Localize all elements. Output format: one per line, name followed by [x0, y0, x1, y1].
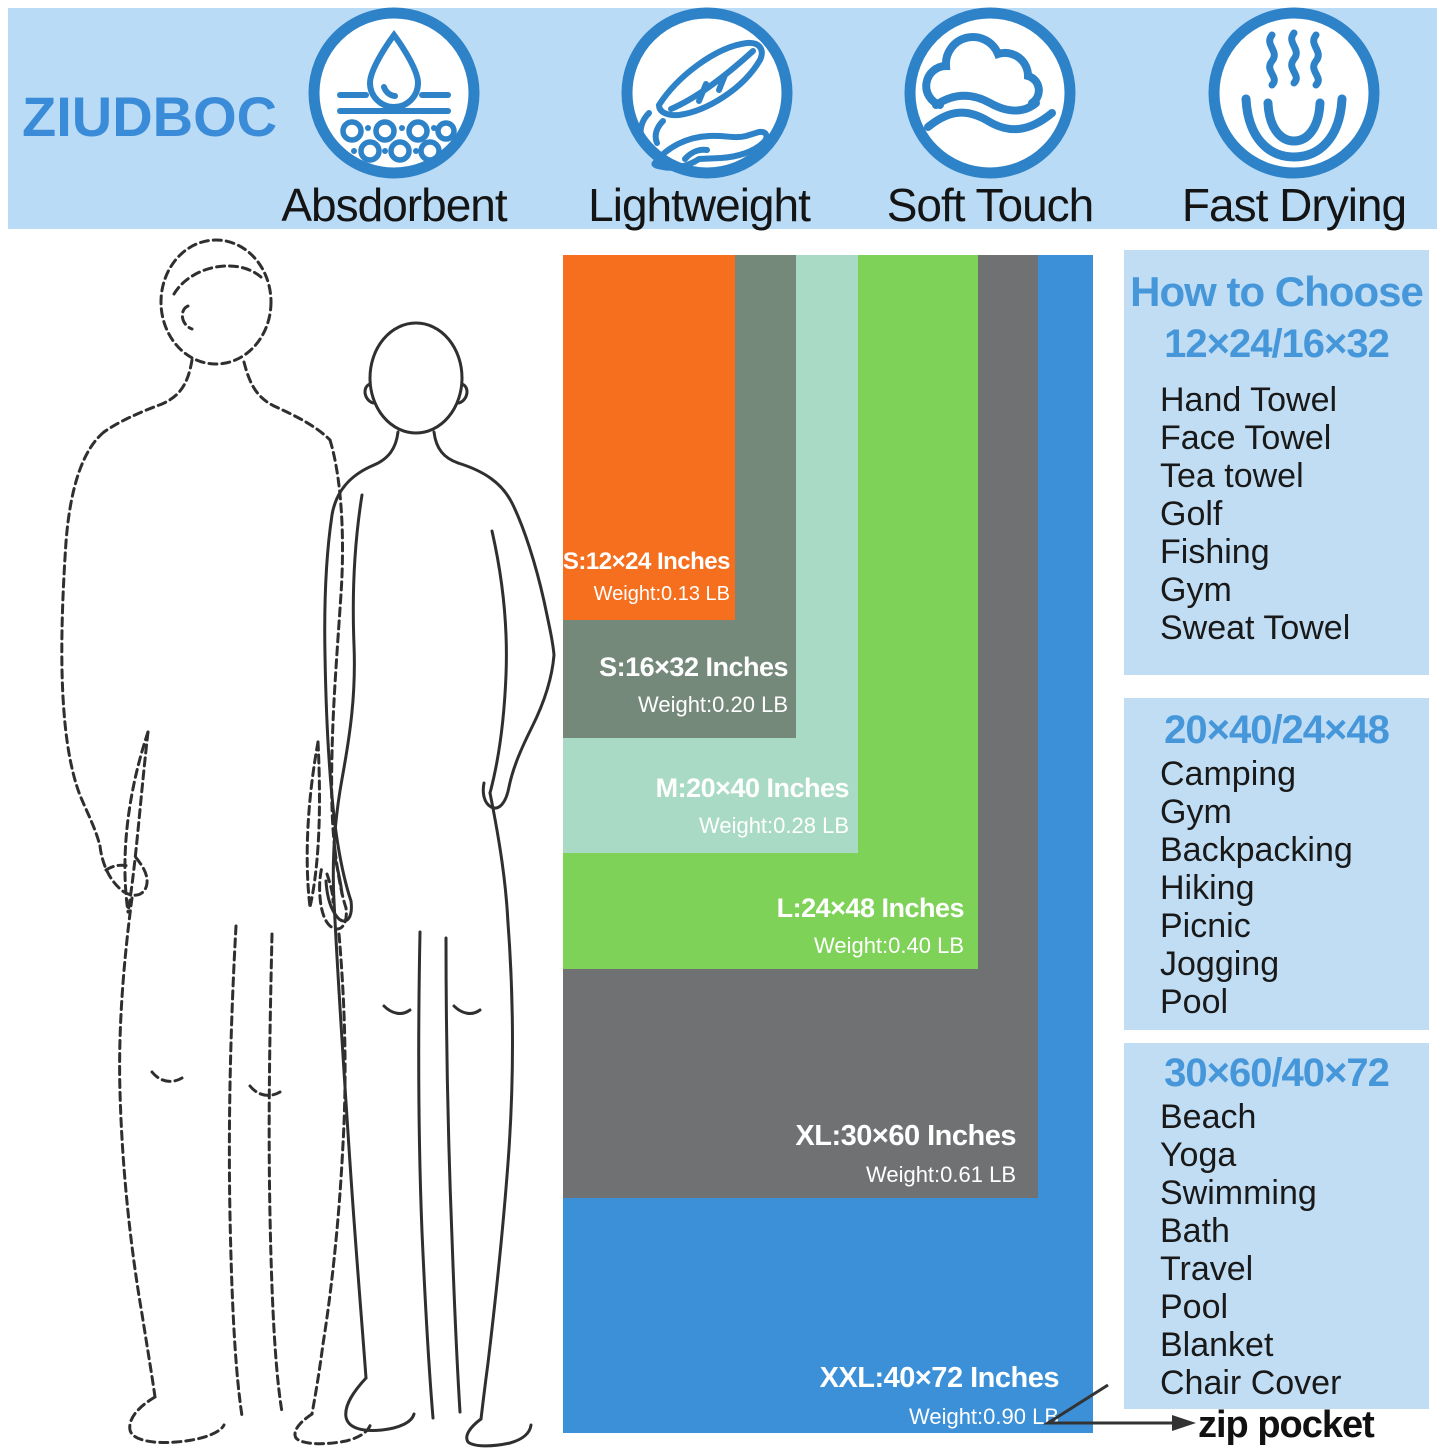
size-name: M:20×40 Inches [655, 773, 850, 803]
size-label: XL:30×60 Inches Weight:0.61 LB [795, 1120, 1016, 1188]
guide-item: Face Towel [1160, 419, 1332, 457]
guide-item: Swimming [1160, 1174, 1317, 1212]
guide-item: Fishing [1160, 533, 1270, 571]
zip-pocket-label: zip pocket [1198, 1404, 1375, 1446]
guide-item: Gym [1160, 793, 1232, 831]
guide-item: Camping [1160, 755, 1297, 793]
guide-heading: 12×24/16×32 [1164, 322, 1390, 366]
size-reference-figures [60, 238, 556, 1448]
guide-item: Pool [1160, 983, 1229, 1021]
brand-logo: ZIUDBOC [22, 85, 278, 148]
feature-label-lightweight: Lightweight [588, 179, 811, 231]
guide-item: Jogging [1160, 945, 1280, 983]
guide-heading: 20×40/24×48 [1164, 708, 1390, 752]
guide-item: Beach [1160, 1098, 1257, 1136]
guide-item: Backpacking [1160, 831, 1353, 869]
guide-title: How to Choose [1130, 268, 1424, 315]
guide-item: Picnic [1160, 907, 1251, 945]
size-label: XS:12×24 Inches Weight:0.13 LB [547, 548, 730, 606]
feature-label-soft-touch: Soft Touch [886, 179, 1095, 231]
cloud-wave-icon [904, 7, 1076, 179]
feature-label-absorbent: Absdorbent [281, 179, 507, 231]
guide-item: Yoga [1160, 1136, 1237, 1174]
guide-item-list: Camping Gym Backpacking Hiking Picnic Jo… [1160, 755, 1429, 1021]
size-label: M:20×40 Inches Weight:0.28 LB [655, 773, 850, 839]
guide-item: Sweat Towel [1160, 609, 1351, 647]
guide-item: Blanket [1160, 1326, 1274, 1364]
size-weight: Weight:0.61 LB [865, 1162, 1016, 1187]
guide-panel-large-sizes: 30×60/40×72 Beach Yoga Swimming Bath Tra… [1124, 1043, 1429, 1409]
guide-item: Pool [1160, 1288, 1229, 1326]
size-name: S:16×32 Inches [599, 652, 788, 682]
woman-figure-illustration [323, 321, 556, 1448]
size-name: XL:30×60 Inches [795, 1120, 1016, 1152]
size-weight: Weight:0.20 LB [637, 692, 788, 717]
size-name: L:24×48 Inches [776, 893, 965, 923]
feature-label-fast-drying: Fast Drying [1181, 179, 1407, 231]
guide-heading: 30×60/40×72 [1164, 1051, 1390, 1095]
guide-item: Travel [1160, 1250, 1254, 1288]
man-figure-illustration [60, 238, 373, 1446]
size-weight: Weight:0.28 LB [698, 813, 849, 838]
feather-hand-icon [621, 7, 793, 179]
guide-panel-small-sizes: How to Choose 12×24/16×32 Hand Towel Fac… [1124, 250, 1429, 675]
guide-item-list: Hand Towel Face Towel Tea towel Golf Fis… [1160, 381, 1429, 647]
towel-size-rect-xs: XS:12×24 Inches Weight:0.13 LB [547, 255, 735, 620]
water-drop-absorb-icon [308, 7, 480, 179]
guide-item: Tea towel [1160, 457, 1304, 495]
guide-item: Bath [1160, 1212, 1230, 1250]
size-weight: Weight:0.40 LB [813, 933, 964, 958]
size-name: XXL:40×72 Inches [819, 1362, 1060, 1394]
size-label: L:24×48 Inches Weight:0.40 LB [776, 893, 965, 959]
guide-item: Golf [1160, 495, 1223, 533]
size-weight: Weight:0.13 LB [593, 583, 730, 605]
guide-item: Gym [1160, 571, 1232, 609]
guide-item: Hand Towel [1160, 381, 1338, 419]
size-label: S:16×32 Inches Weight:0.20 LB [599, 652, 788, 718]
guide-item-list: Beach Yoga Swimming Bath Travel Pool Bla… [1160, 1098, 1429, 1402]
size-label: XXL:40×72 Inches Weight:0.90 LB [819, 1362, 1060, 1430]
zip-pocket-arrow-icon [1042, 1383, 1196, 1431]
steam-drying-icon [1208, 7, 1380, 179]
guide-item: Chair Cover [1160, 1364, 1342, 1402]
guide-panel-medium-sizes: 20×40/24×48 Camping Gym Backpacking Hiki… [1124, 698, 1429, 1030]
guide-item: Hiking [1160, 869, 1255, 907]
size-name: XS:12×24 Inches [547, 548, 730, 575]
size-weight: Weight:0.90 LB [908, 1404, 1059, 1429]
